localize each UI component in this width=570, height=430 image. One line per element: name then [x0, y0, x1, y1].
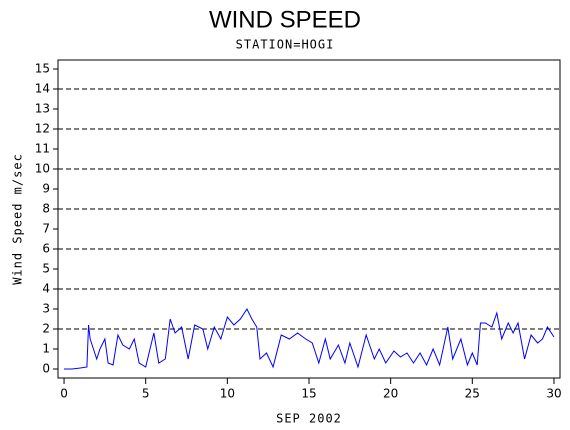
y-tick-label: 7: [42, 222, 50, 236]
y-tick-label: 6: [42, 242, 50, 256]
x-tick-label: 15: [301, 387, 316, 401]
x-tick-label: 5: [142, 387, 150, 401]
chart-subtitle: STATION=HOGI: [236, 38, 335, 52]
y-tick-label: 12: [35, 122, 50, 136]
y-tick-label: 3: [42, 302, 50, 316]
y-tick-label: 13: [35, 102, 50, 116]
x-tick-label: 25: [465, 387, 480, 401]
x-tick-label: 0: [60, 387, 68, 401]
y-tick-label: 9: [42, 182, 50, 196]
y-tick-label: 11: [35, 142, 50, 156]
y-tick-label: 15: [35, 62, 50, 76]
y-tick-label: 5: [42, 262, 50, 276]
y-tick-label: 10: [35, 162, 50, 176]
y-tick-label: 4: [42, 282, 50, 296]
chart-title: WIND SPEED: [209, 6, 361, 33]
y-tick-label: 2: [42, 322, 50, 336]
x-axis-label: SEP 2002: [276, 412, 342, 426]
x-tick-label: 10: [220, 387, 235, 401]
y-tick-label: 0: [42, 362, 50, 376]
y-tick-label: 8: [42, 202, 50, 216]
y-tick-label: 14: [35, 82, 50, 96]
y-tick-label: 1: [42, 342, 50, 356]
plot-frame: [57, 59, 561, 379]
x-tick-label: 20: [383, 387, 398, 401]
data-line: [64, 307, 555, 370]
x-tick-label: 30: [546, 387, 561, 401]
y-axis-label: Wind Speed m/sec: [11, 153, 25, 285]
